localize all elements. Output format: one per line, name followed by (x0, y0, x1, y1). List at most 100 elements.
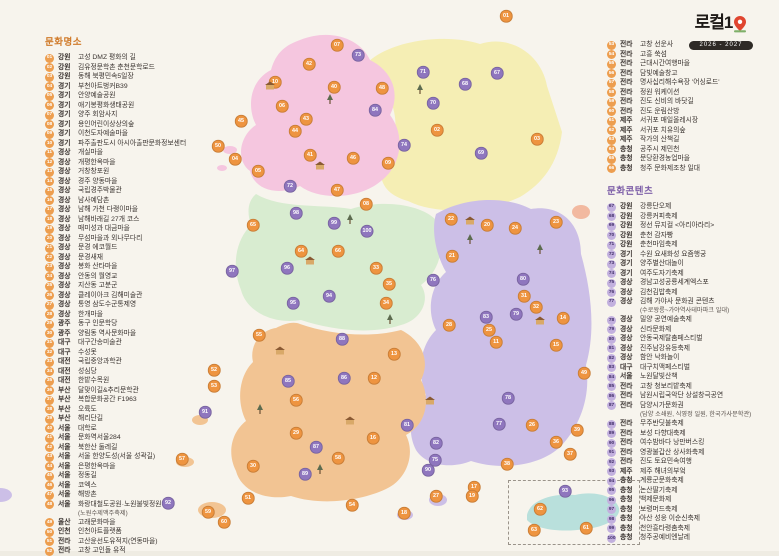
map-marker-60: 60 (217, 515, 231, 529)
item-region: 서울 (58, 500, 71, 508)
item-name: 여주도자기축제 (640, 269, 684, 277)
list-item: 83 대구 대구치맥페스티벌 (607, 363, 777, 373)
map-marker-07: 07 (330, 38, 344, 52)
list-item: 76 경상 김천김밥축제 (607, 288, 777, 297)
map-marker-23: 23 (549, 215, 563, 229)
list-item: 25 경상 지산동 고분군 (45, 281, 227, 291)
list-item: 94 충청 계룡군문화축제 (607, 476, 777, 486)
item-region: 서울 (620, 373, 633, 381)
item-region: 부산 (58, 415, 71, 422)
item-region: 충청 (620, 505, 633, 513)
map-marker-82: 82 (429, 436, 443, 450)
item-name: 보령머드축제 (640, 505, 678, 513)
item-name: 강릉단오제 (640, 203, 672, 210)
item-number-badge: 94 (607, 476, 616, 486)
item-name: 문화역서울284 (78, 434, 121, 441)
item-name: 대구치맥페스티벌 (640, 363, 691, 371)
list-item: 41 서울 문화역서울284 (45, 433, 227, 443)
list-item: 71 강원 춘천마임축제 (607, 240, 777, 250)
item-number-badge: 63 (607, 135, 616, 145)
item-region: 경상 (620, 298, 633, 305)
map-marker-46: 46 (346, 151, 360, 165)
item-region: 경상 (58, 234, 71, 242)
item-number-badge: 91 (607, 448, 616, 458)
item-region: 전라 (620, 382, 633, 390)
map-marker-58: 58 (331, 451, 345, 465)
item-number-badge: 92 (607, 457, 616, 467)
item-number-badge: 12 (45, 158, 54, 167)
item-number-badge: 39 (45, 414, 54, 424)
list-item: 08 경기 용인어린이상상의숲 (45, 120, 227, 129)
item-name: 무섬마을과 외나무다리 (78, 234, 143, 242)
list-item: 33 대전 국립중앙과학관 (45, 357, 227, 367)
map-marker-77: 77 (492, 417, 506, 431)
item-name: 김해 가야사 문화권 콘텐츠 (수로왕릉~가야역사테마파크 일대) (640, 298, 730, 315)
map-marker-50: 50 (211, 139, 225, 153)
item-number-badge: 55 (607, 59, 616, 69)
item-number-badge: 78 (607, 315, 616, 325)
item-region: 경기 (58, 101, 71, 109)
list-item: 87 전라 담양시가문화권 (담양 소쇄원, 식영정 일원, 한국가사문학관) (607, 401, 777, 419)
map-marker-30: 30 (246, 459, 260, 473)
item-region: 경상 (58, 291, 71, 299)
list-item: 85 전라 고창 청보리밭축제 (607, 382, 777, 392)
item-region: 경기 (620, 250, 633, 258)
item-region: 대전 (58, 367, 71, 375)
map-marker-34: 34 (379, 296, 393, 310)
item-number-badge: 89 (607, 429, 616, 439)
list-item: 29 광주 동구 인문학당 (45, 319, 227, 329)
item-region: 전라 (620, 60, 633, 67)
item-name: 서귀포 매일올레시장 (640, 117, 699, 124)
item-region: 강원 (58, 73, 71, 80)
item-number-badge: 71 (607, 240, 616, 250)
item-number-badge: 06 (45, 101, 54, 110)
map-marker-02: 02 (430, 123, 444, 137)
item-region: 전라 (620, 392, 633, 400)
list-item: 19 경상 매미성과 대금마을 (45, 224, 227, 234)
map-marker-42: 42 (302, 57, 316, 71)
item-name: 신라문화제 (640, 325, 672, 333)
list-item: 99 충청 천안흥타령춤축제 (607, 524, 777, 534)
item-name: 작가의 산책길 (640, 136, 680, 143)
item-number-badge: 72 (607, 250, 616, 259)
item-name: 남해바래길 27개 코스 (78, 215, 140, 223)
map-marker-83: 83 (479, 310, 493, 324)
item-name: 남해 가천 다랭이마을 (78, 206, 139, 213)
item-name: 밀양 공연예술축제 (640, 316, 692, 324)
item-name: 개실마을 (78, 149, 104, 156)
item-number-badge: 66 (607, 164, 616, 173)
map-region-gyeonggi (241, 34, 400, 197)
map-marker-99: 99 (327, 216, 341, 230)
list-item: 05 경기 안양예술공원 (45, 91, 227, 101)
list-item: 28 경상 한개마을 (45, 310, 227, 319)
map-marker-22: 22 (444, 212, 458, 226)
map-marker-75: 75 (428, 453, 442, 467)
list-item: 66 충청 청주 문화제조창 일대 (607, 164, 777, 173)
list-item: 45 서울 정동길 (45, 471, 227, 481)
list-item: 49 울산 고래문화마을 (45, 518, 227, 528)
list-item: 64 충청 공주시 제민천 (607, 145, 777, 154)
item-region: 부산 (58, 405, 71, 413)
map-marker-85: 85 (281, 374, 295, 388)
list-item: 51 전라 고산윤선도유적지(연동마을) (45, 537, 227, 547)
item-region: 강원 (58, 54, 71, 61)
item-region: 경상 (58, 301, 71, 308)
item-name: 청주공예비엔날레 (640, 534, 691, 542)
list-item: 43 서울 서울 한양도성(서울 성곽길) (45, 452, 227, 462)
item-name: 국립중앙과학관 (78, 358, 122, 365)
item-region: 서울 (58, 462, 71, 470)
item-name: 오륙도 (78, 405, 97, 413)
item-number-badge: 25 (45, 281, 54, 291)
map-marker-53: 53 (207, 379, 221, 393)
map-marker-98: 98 (289, 206, 303, 220)
list-item: 39 부산 해리단길 (45, 414, 227, 424)
item-name: 고창 청보리밭축제 (640, 382, 692, 390)
item-number-badge: 20 (45, 234, 54, 243)
item-name: 천안흥타령춤축제 (640, 524, 691, 532)
item-number-badge: 40 (45, 424, 54, 433)
item-number-badge: 46 (45, 481, 54, 490)
item-region: 전라 (620, 88, 633, 96)
map-marker-05: 05 (251, 164, 265, 178)
list-item: 35 대전 한밭수목원 (45, 376, 227, 386)
map-marker-88: 88 (335, 332, 349, 346)
